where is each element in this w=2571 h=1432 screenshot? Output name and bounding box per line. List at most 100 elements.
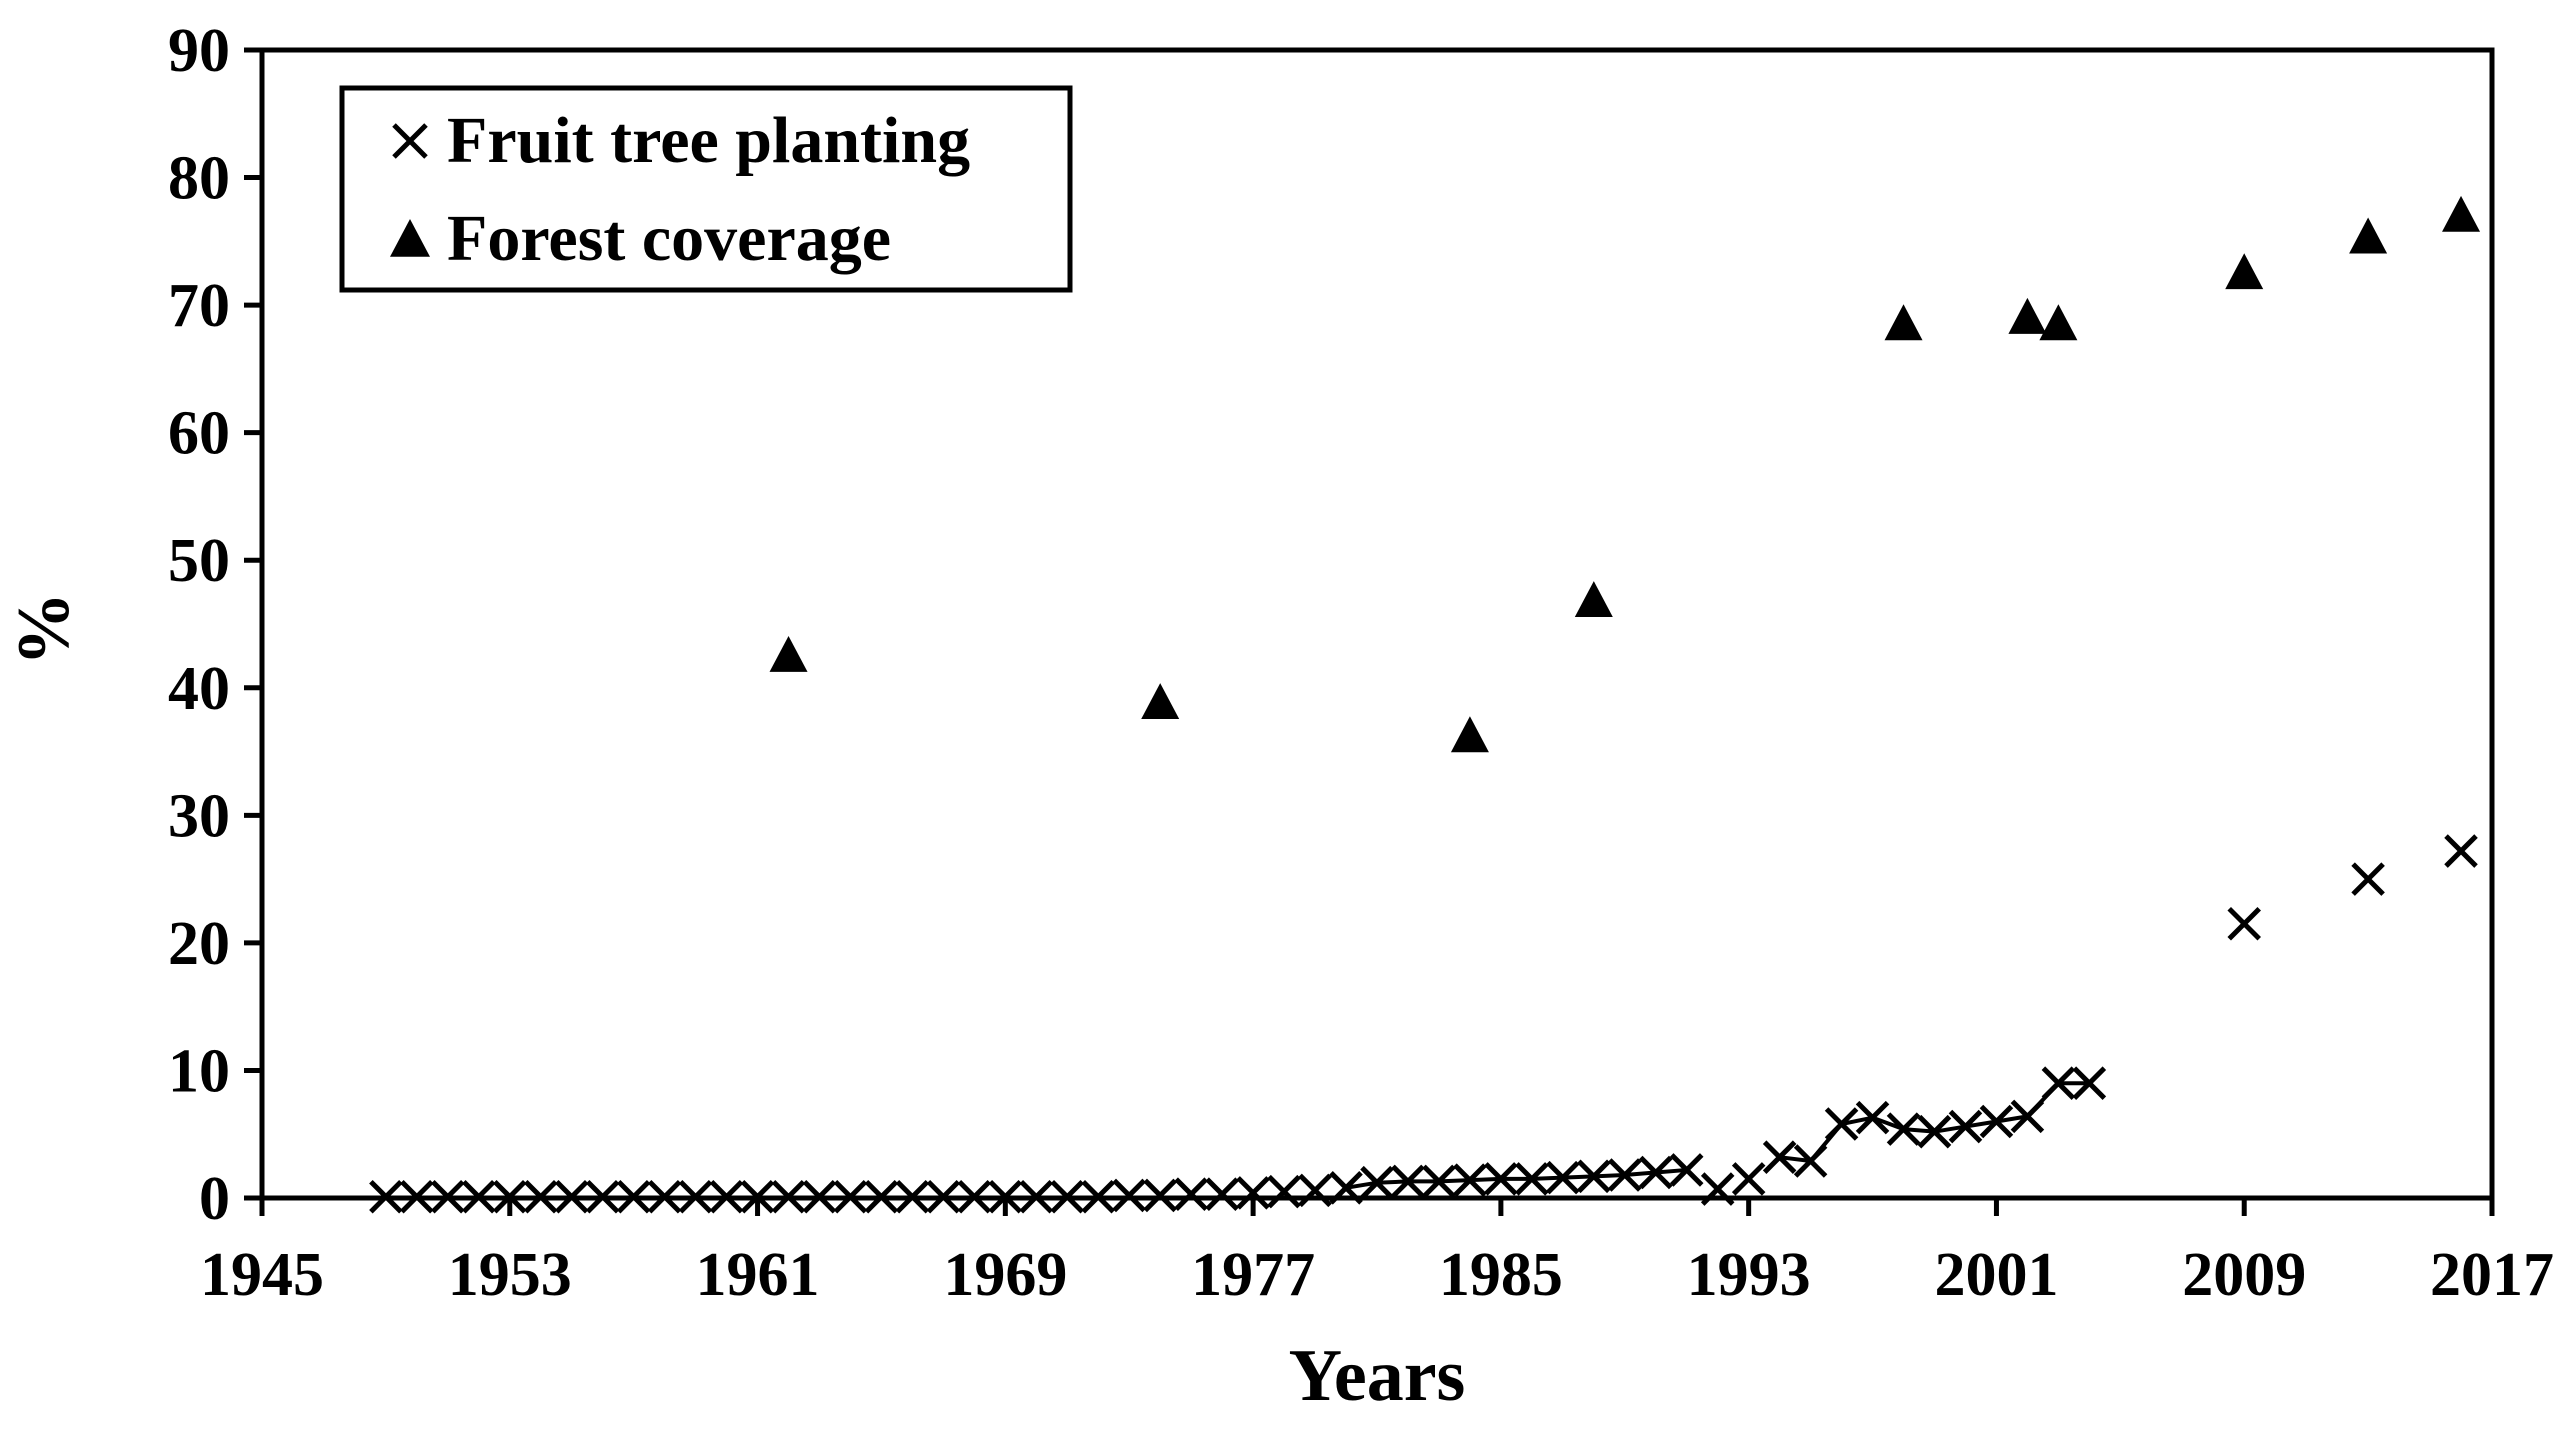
x-tick-label: 1961: [696, 1241, 820, 1309]
fruit-tree-planting-point-stroke-b: [1391, 1164, 1425, 1199]
fruit-tree-planting-point: [1267, 1174, 1301, 1209]
forest-coverage-point: [2442, 195, 2481, 232]
legend-x-glyph-stroke-b: [392, 123, 428, 159]
forest-coverage-point: [1574, 581, 1613, 617]
fruit-tree-planting-point: [2010, 1099, 2045, 1134]
fruit-tree-planting-point: [1762, 1140, 1797, 1174]
y-tick-label: 50: [168, 527, 230, 595]
y-tick-label: 0: [199, 1165, 230, 1233]
fruit-tree-planting-point-stroke-b: [1484, 1162, 1518, 1196]
fruit-tree-planting-point: [1979, 1104, 2014, 1139]
fruit-tree-planting-point-stroke-b: [1577, 1159, 1611, 1194]
x-tick-label: 1977: [1191, 1241, 1315, 1309]
fruit-tree-planting-point-stroke-b: [1236, 1176, 1270, 1210]
y-tick-label: 70: [168, 272, 230, 340]
y-tick-label: 20: [168, 910, 230, 978]
forest-coverage-point: [1884, 304, 1923, 341]
fruit-tree-planting-point: [1205, 1177, 1239, 1211]
fruit-tree-planting-point: [1174, 1177, 1208, 1211]
legend-box: [339, 85, 1073, 293]
fruit-tree-planting-point: [1731, 1162, 1766, 1196]
x-tick-label: 1993: [1687, 1241, 1811, 1309]
y-tick-label: 40: [168, 655, 230, 723]
fruit-tree-planting-point: [1793, 1144, 1828, 1178]
fruit-tree-planting-point-stroke-b: [1608, 1158, 1642, 1192]
fruit-tree-planting-point-stroke-b: [1979, 1104, 2014, 1139]
fruit-tree-planting-point-stroke-b: [1360, 1165, 1394, 1200]
fruit-tree-planting-point-stroke-b: [1112, 1178, 1146, 1213]
fruit-tree-planting-point: [1236, 1176, 1270, 1210]
fruit-tree-planting-point-stroke-b: [1267, 1174, 1301, 1209]
fruit-tree-planting-point: [1577, 1159, 1611, 1194]
fruit-tree-planting-point-stroke-b: [1174, 1177, 1208, 1211]
y-tick-label: 10: [168, 1037, 230, 1105]
fruit-tree-planting-point: [2351, 862, 2385, 896]
fruit-tree-planting-point-stroke-b: [1886, 1112, 1921, 1146]
forest-coverage-point: [2008, 297, 2047, 334]
fruit-tree-planting-point-stroke-b: [2041, 1066, 2076, 1100]
legend-label-forest-coverage: Forest coverage: [447, 202, 891, 275]
legend-x-glyph: [392, 123, 428, 159]
fruit-tree-planting-point: [1824, 1107, 1859, 1141]
fruit-tree-planting-point-stroke-b: [1143, 1178, 1177, 1213]
fruit-tree-planting-point-stroke-b: [1824, 1107, 1859, 1141]
fruit-tree-planting-point: [1484, 1162, 1518, 1196]
legend-triangle-marker-icon: [390, 219, 430, 257]
fruit-tree-planting-point-stroke-b: [1917, 1114, 1952, 1149]
fruit-tree-planting-point-stroke-b: [1762, 1140, 1797, 1174]
forest-coverage-point: [1141, 683, 1180, 720]
fruit-tree-planting-point-stroke-b: [1669, 1153, 1704, 1187]
fruit-tree-planting-point: [1360, 1165, 1394, 1200]
fruit-tree-planting-point-stroke-b: [1948, 1109, 1983, 1144]
fruit-tree-planting-point-stroke-b: [2227, 906, 2261, 941]
x-tick-label: 1945: [200, 1241, 324, 1309]
forest-coverage-point: [2349, 217, 2388, 254]
fruit-tree-planting-point-stroke-b: [1638, 1155, 1673, 1190]
x-axis: 1945 1953 1961 1969 1977 1985 1993 2001 2009 2017: [200, 1198, 2554, 1309]
fruit-tree-planting-point: [2444, 834, 2478, 868]
fruit-tree-planting-line: [1345, 1167, 1687, 1190]
legend: Fruit tree planting Forest coverage: [339, 85, 1073, 293]
fruit-tree-planting-point: [1143, 1178, 1177, 1213]
fruit-tree-planting-point: [1112, 1178, 1146, 1213]
fruit-tree-planting-point: [1608, 1158, 1642, 1192]
x-axis-title: Years: [1289, 1335, 1466, 1417]
legend-label-fruit-tree-planting: Fruit tree planting: [447, 104, 970, 177]
fruit-tree-planting-point-stroke-b: [1731, 1162, 1766, 1196]
fruit-tree-planting-point-stroke-b: [1422, 1164, 1456, 1199]
y-axis: 0 10 20 30 40 50 60 70 80 90: [168, 17, 262, 1233]
fruit-tree-planting-point: [1917, 1114, 1952, 1149]
fruit-tree-planting-point: [1546, 1160, 1580, 1195]
fruit-tree-planting-point: [2041, 1066, 2076, 1100]
forest-coverage-point: [2225, 253, 2264, 290]
fruit-tree-planting-point-stroke-b: [1515, 1162, 1549, 1196]
fruit-tree-planting-point: [1422, 1164, 1456, 1199]
y-axis-title: %: [3, 592, 85, 666]
fruit-tree-planting-point-stroke-b: [2010, 1099, 2045, 1134]
y-tick-label: 30: [168, 782, 230, 850]
fruit-tree-planting-point-stroke-b: [1205, 1177, 1239, 1211]
fruit-tree-planting-point-stroke-b: [1453, 1163, 1487, 1197]
fruit-tree-planting-point: [2227, 906, 2261, 941]
fruit-tree-planting-point-stroke-b: [2072, 1066, 2107, 1100]
x-tick-label: 1969: [943, 1241, 1067, 1309]
y-tick-label: 80: [168, 145, 230, 213]
fruit-tree-planting-point-stroke-b: [2351, 862, 2385, 896]
x-tick-label: 2001: [1934, 1241, 2058, 1309]
legend-triangle-glyph: [390, 219, 430, 257]
x-tick-label: 2017: [2430, 1241, 2554, 1309]
y-tick-label: 60: [168, 400, 230, 468]
y-tick-label: 90: [168, 17, 230, 85]
fruit-tree-planting-point: [2072, 1066, 2107, 1100]
x-tick-label: 2009: [2182, 1241, 2306, 1309]
fruit-tree-planting-point: [1638, 1155, 1673, 1190]
x-tick-label: 1985: [1439, 1241, 1563, 1309]
x-tick-label: 1953: [448, 1241, 572, 1309]
fruit-tree-planting-point: [1453, 1163, 1487, 1197]
fruit-tree-planting-point-stroke-b: [1793, 1144, 1828, 1178]
plot-area-frame: [259, 47, 2495, 1201]
fruit-tree-planting-point-stroke-b: [2444, 834, 2478, 868]
fruit-tree-planting-point: [1669, 1153, 1704, 1187]
fruit-tree-planting-point: [1886, 1112, 1921, 1146]
